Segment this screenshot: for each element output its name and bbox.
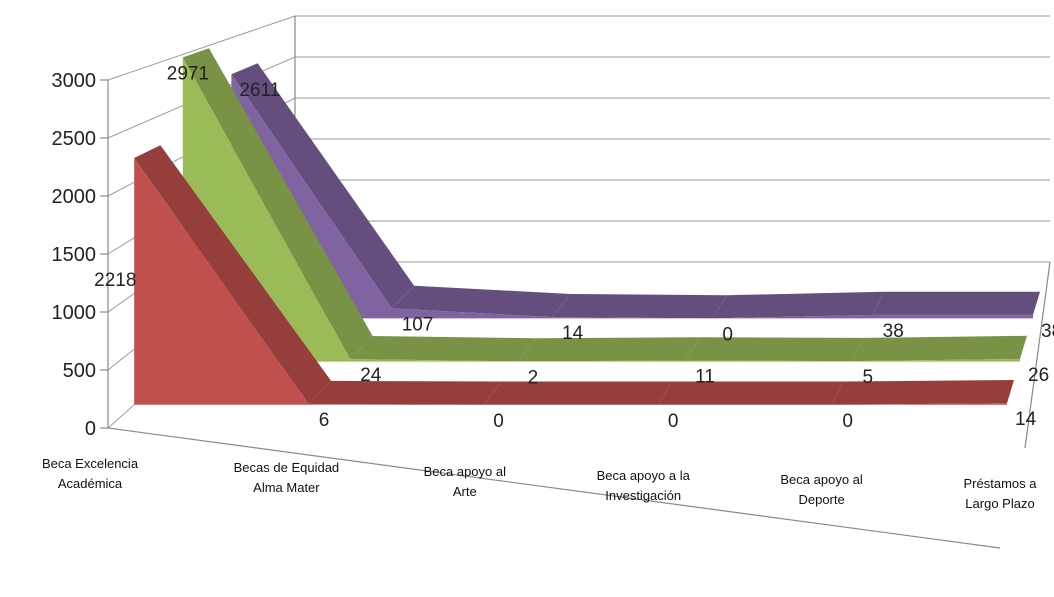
series-1-area: [134, 145, 1014, 405]
data-label: 14: [562, 323, 584, 344]
series-3-top-segment: [391, 285, 571, 318]
y-tick-label: 3000: [52, 70, 97, 92]
data-label: 5: [863, 367, 874, 388]
x-axis-line: [107, 427, 1001, 549]
y-tick-label: 2000: [52, 186, 97, 208]
data-label: 2611: [239, 80, 280, 101]
data-label: 6: [319, 410, 330, 431]
series-2-top-segment: [182, 48, 373, 360]
x-category-labels: Beca Excelencia Académica Becas de Equidad…: [42, 456, 1037, 511]
y-tick-label: 1000: [52, 302, 97, 324]
series-1-front-face: [134, 158, 1007, 405]
series-2-top-segment: [517, 337, 700, 362]
series-1-top-segment: [657, 381, 844, 405]
x-category-label: Beca apoyo a la Investigación: [597, 468, 691, 503]
x-category-label: Beca Excelencia Académica: [42, 456, 139, 491]
y-tick-label: 500: [63, 360, 96, 382]
x-category-label: Becas de Equidad Alma Mater: [234, 460, 340, 495]
series-3-area: [231, 63, 1040, 319]
data-label: 11: [695, 366, 715, 387]
floor-right-edge: [1024, 261, 1051, 449]
series-3-top-segment: [231, 63, 415, 309]
series-2-top-segment: [852, 335, 1027, 362]
series-2-top-segment: [350, 336, 537, 362]
y-tick-labels: 0 500 1000 1500 2000 2500 3000: [52, 70, 108, 440]
data-label: 38: [1041, 321, 1054, 342]
data-label: 107: [402, 314, 434, 335]
data-label: 2: [528, 367, 539, 388]
data-label: 2218: [94, 270, 136, 291]
y-tick-label: 2500: [52, 128, 97, 150]
series-1-top-segment: [832, 380, 1014, 405]
series-2-top-segment: [685, 337, 864, 362]
data-label: 2971: [167, 63, 209, 84]
x-category-label: Préstamos a Largo Plazo: [964, 476, 1038, 511]
series-3-top-segment: [872, 291, 1040, 315]
y-tick-label: 1500: [52, 244, 97, 266]
x-category-label: Beca apoyo al Arte: [424, 464, 507, 499]
data-labels: 2218 6 0 0 0 14 2971 24 2 11 5 26 2611 107 14 0 38 38: [94, 63, 1054, 431]
data-label: 24: [360, 365, 382, 386]
y-tick-label: 0: [85, 418, 96, 440]
x-category-label: Beca apoyo al Deporte: [780, 472, 863, 507]
data-label: 0: [722, 324, 733, 345]
series-1-top-segment: [483, 381, 673, 405]
series-3-front-face: [231, 74, 1033, 319]
data-label: 38: [883, 321, 904, 342]
series-3-top-segment: [552, 294, 727, 319]
data-label: 26: [1028, 365, 1049, 386]
series-1-top-segment: [134, 145, 332, 405]
data-label: 0: [493, 411, 504, 432]
series-areas: [134, 48, 1040, 405]
series-1-top-segment: [308, 380, 502, 405]
series-3-top-segment: [712, 291, 884, 319]
data-label: 0: [842, 411, 853, 432]
data-label: 0: [668, 411, 679, 432]
data-label: 14: [1015, 409, 1037, 430]
